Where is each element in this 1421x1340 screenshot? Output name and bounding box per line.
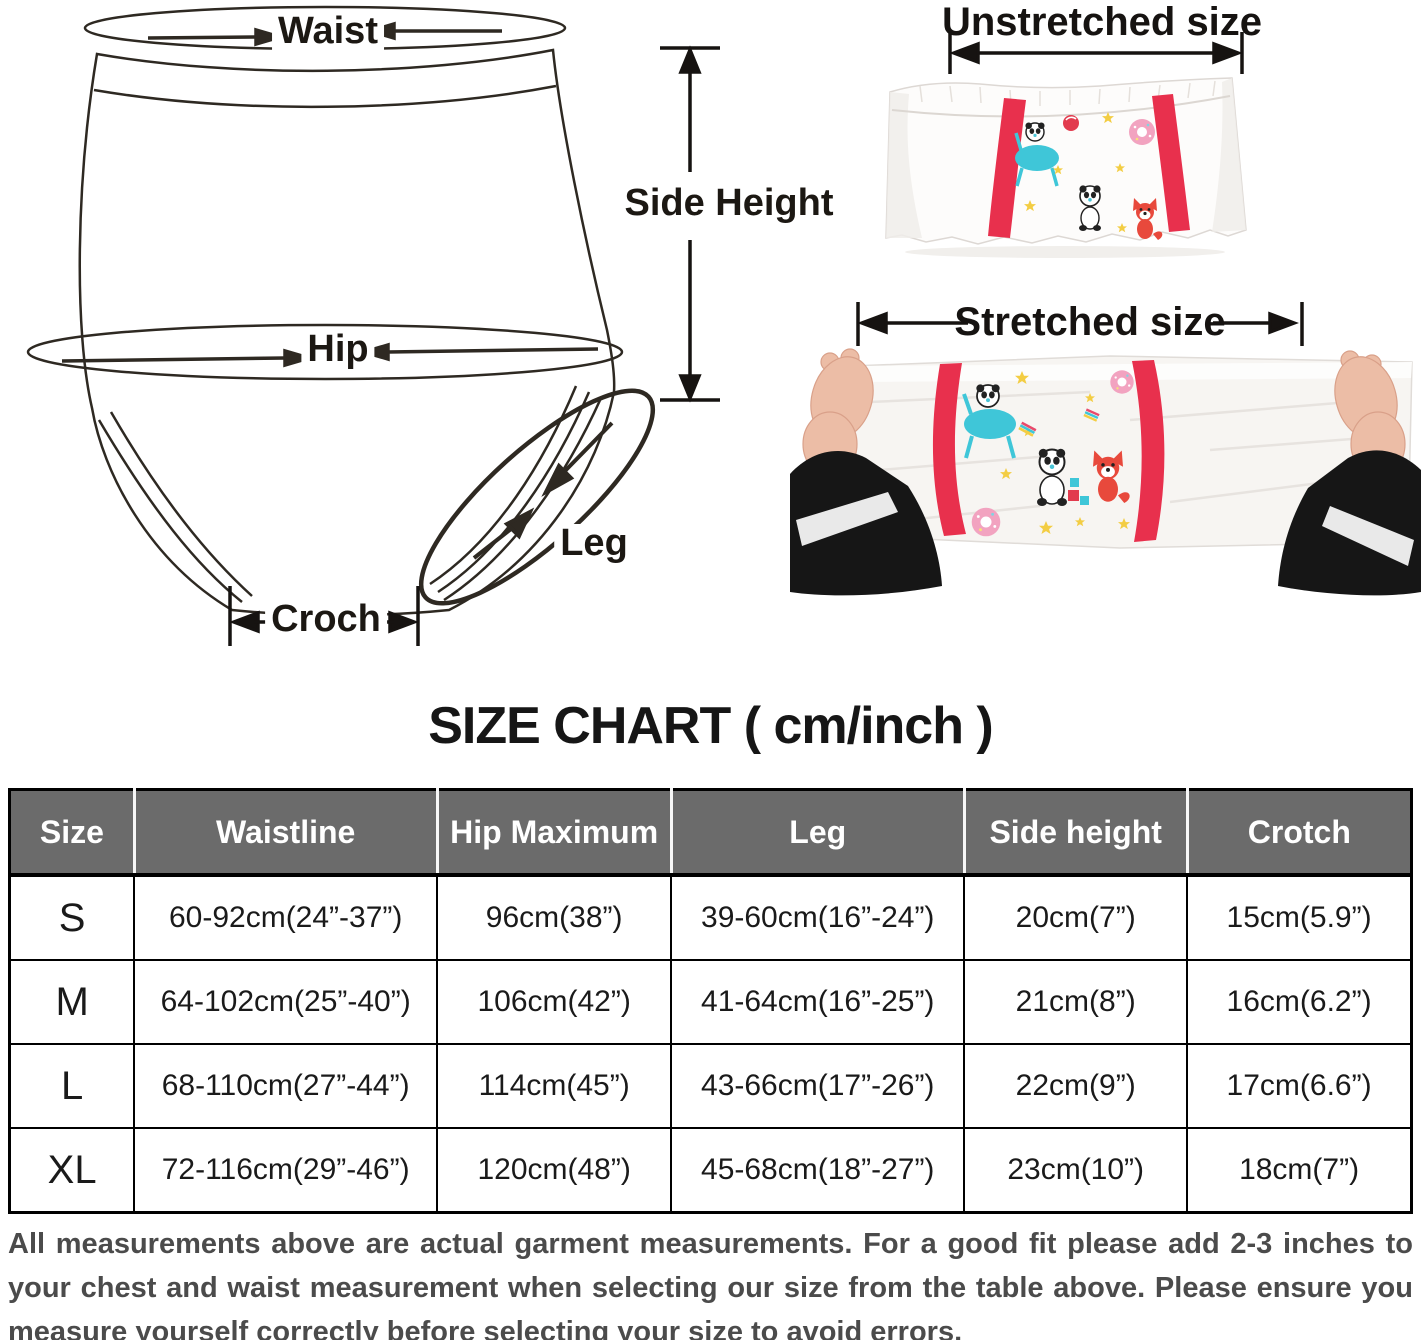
cell-waistline: 68-110cm(27”-44”): [133, 1043, 439, 1129]
size-chart-title: SIZE CHART ( cm/inch ): [428, 697, 993, 755]
table-row: S 60-92cm(24”-37”) 96cm(38”) 39-60cm(16”…: [8, 874, 1413, 961]
cell-side-height: 22cm(9”): [963, 1043, 1189, 1129]
cell-hip-maximum: 120cm(48”): [436, 1127, 673, 1214]
cell-crotch: 18cm(7”): [1186, 1127, 1413, 1214]
cell-side-height: 20cm(7”): [963, 874, 1189, 961]
cell-side-height: 21cm(8”): [963, 959, 1189, 1045]
cell-leg: 43-66cm(17”-26”): [670, 1043, 966, 1129]
col-header-hip-maximum: Hip Maximum: [437, 789, 673, 877]
cell-leg: 41-64cm(16”-25”): [670, 959, 966, 1045]
cell-hip-maximum: 114cm(45”): [436, 1043, 673, 1129]
leg-label: Leg: [554, 523, 634, 564]
cell-waistline: 64-102cm(25”-40”): [133, 959, 439, 1045]
col-header-crotch: Crotch: [1187, 789, 1412, 877]
stretched-size-caption: Stretched size: [954, 300, 1226, 344]
cell-crotch: 15cm(5.9”): [1186, 874, 1413, 961]
table-row: L 68-110cm(27”-44”) 114cm(45”) 43-66cm(1…: [8, 1043, 1413, 1129]
hip-arrows: [61, 342, 599, 368]
col-header-leg: Leg: [671, 789, 966, 877]
stretched-garment-photo: [790, 348, 1421, 596]
col-header-size: Size: [9, 789, 136, 877]
unstretched-dimension-arrow: [948, 32, 1244, 74]
unstretched-garment-photo: [885, 77, 1247, 258]
cell-size: S: [8, 874, 136, 961]
cell-waistline: 60-92cm(24”-37”): [133, 874, 439, 961]
size-chart-table: Size Waistline Hip Maximum Leg Side heig…: [8, 788, 1413, 1214]
cell-hip-maximum: 96cm(38”): [436, 874, 673, 961]
table-header-row: Size Waistline Hip Maximum Leg Side heig…: [9, 789, 1412, 877]
cell-crotch: 17cm(6.6”): [1186, 1043, 1413, 1129]
cell-size: M: [8, 959, 136, 1045]
cell-size: L: [8, 1043, 136, 1129]
cell-leg: 45-68cm(18”-27”): [670, 1127, 966, 1214]
leg-arrows: [472, 421, 614, 560]
stretched-dimension-arrow: [856, 302, 1304, 346]
cell-waistline: 72-116cm(29”-46”): [133, 1127, 439, 1214]
cell-crotch: 16cm(6.2”): [1186, 959, 1413, 1045]
col-header-waistline: Waistline: [134, 789, 439, 877]
cell-size: XL: [8, 1127, 136, 1214]
product-photos-illustration: [790, 32, 1421, 596]
hip-label: Hip: [301, 329, 375, 370]
side-height-label: Side Height: [618, 183, 840, 224]
cell-leg: 39-60cm(16”-24”): [670, 874, 966, 961]
table-row: M 64-102cm(25”-40”) 106cm(42”) 41-64cm(1…: [8, 959, 1413, 1045]
hip-ellipse: [26, 323, 624, 381]
side-height-dimension: [660, 45, 720, 403]
measurement-footnote: All measurements above are actual garmen…: [8, 1228, 1413, 1340]
table-row: XL 72-116cm(29”-46”) 120cm(48”) 45-68cm(…: [8, 1127, 1413, 1214]
crotch-label: Croch: [265, 599, 387, 640]
underwear-measurement-diagram: [26, 5, 720, 646]
cell-side-height: 23cm(10”): [963, 1127, 1189, 1214]
cell-hip-maximum: 106cm(42”): [436, 959, 673, 1045]
col-header-side-height: Side height: [964, 789, 1189, 877]
unstretched-size-caption: Unstretched size: [941, 0, 1263, 44]
waistband-line: [93, 84, 557, 109]
waist-label: Waist: [272, 11, 384, 52]
